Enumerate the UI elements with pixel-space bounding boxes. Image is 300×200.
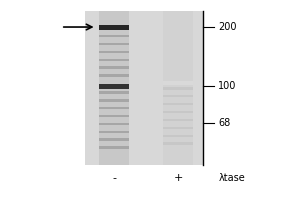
Bar (164, 119, 193, 121)
Bar (164, 142, 193, 145)
Bar (100, 115, 129, 117)
Text: λtase: λtase (218, 173, 245, 183)
Bar (164, 127, 193, 129)
Bar (100, 35, 129, 37)
Bar (164, 81, 193, 85)
Bar (100, 107, 129, 109)
Text: 200: 200 (218, 22, 237, 32)
Bar (100, 66, 129, 69)
Bar (100, 146, 129, 149)
Text: +: + (173, 173, 183, 183)
Bar (164, 103, 193, 105)
Text: 68: 68 (218, 118, 231, 128)
Bar (100, 11, 129, 165)
Bar (85, 11, 203, 165)
Bar (100, 123, 129, 125)
Bar (100, 43, 129, 45)
Bar (100, 131, 129, 133)
Text: -: - (112, 173, 116, 183)
Bar (100, 74, 129, 77)
Bar (100, 138, 129, 141)
Bar (100, 91, 129, 94)
Bar (164, 11, 193, 165)
Bar (100, 59, 129, 61)
Bar (100, 99, 129, 102)
Bar (164, 111, 193, 113)
Bar (164, 135, 193, 137)
Text: 100: 100 (218, 81, 237, 91)
Bar (100, 84, 129, 89)
Bar (100, 25, 129, 30)
Bar (164, 87, 193, 90)
Bar (100, 51, 129, 53)
Bar (164, 95, 193, 97)
